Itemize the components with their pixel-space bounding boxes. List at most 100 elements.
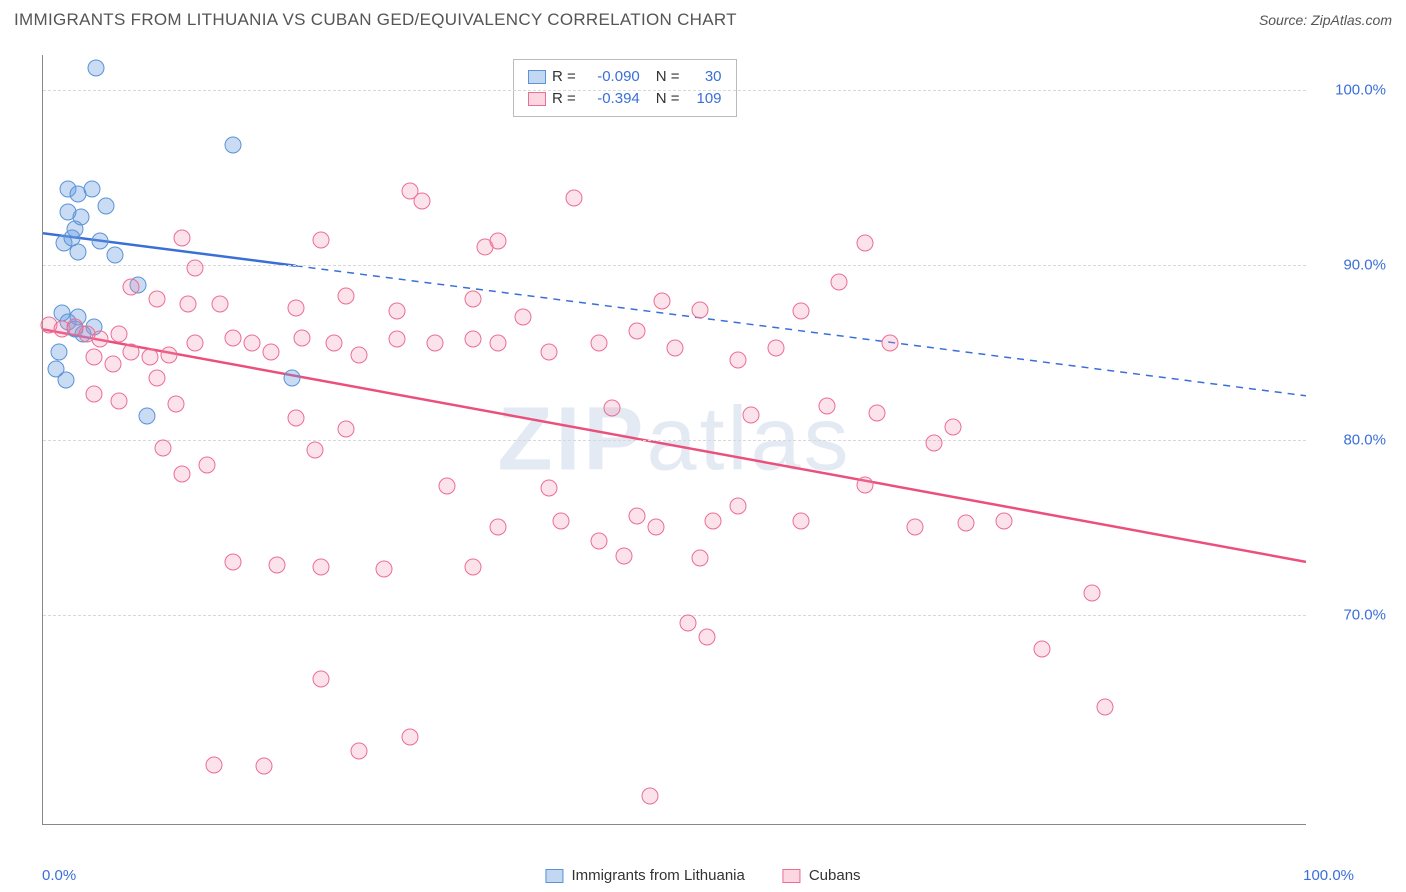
data-point (553, 513, 570, 530)
r-label: R = (552, 88, 576, 110)
data-point (995, 513, 1012, 530)
data-point (376, 560, 393, 577)
data-point (138, 408, 155, 425)
data-point (768, 340, 785, 357)
data-point (856, 235, 873, 252)
data-point (107, 247, 124, 264)
r-value: -0.394 (582, 88, 640, 110)
data-point (388, 303, 405, 320)
legend-swatch-pink (783, 869, 801, 883)
data-point (98, 198, 115, 215)
data-point (123, 278, 140, 295)
source-label: Source: (1259, 12, 1311, 28)
data-point (256, 758, 273, 775)
data-point (84, 180, 101, 197)
y-tick: 90.0% (1343, 257, 1386, 274)
legend-label: Immigrants from Lithuania (571, 867, 744, 884)
data-point (91, 331, 108, 348)
data-point (490, 518, 507, 535)
data-point (174, 229, 191, 246)
data-point (338, 420, 355, 437)
r-value: -0.090 (582, 66, 640, 88)
data-point (426, 334, 443, 351)
data-point (51, 343, 68, 360)
data-point (641, 788, 658, 805)
data-point (881, 334, 898, 351)
data-point (464, 558, 481, 575)
legend-label: Cubans (809, 867, 861, 884)
data-point (793, 513, 810, 530)
data-point (464, 331, 481, 348)
data-point (199, 457, 216, 474)
data-point (243, 334, 260, 351)
series-legend: Immigrants from Lithuania Cubans (545, 867, 860, 884)
data-point (957, 515, 974, 532)
stats-row: R =-0.394N =109 (528, 88, 722, 110)
data-point (351, 347, 368, 364)
data-point (869, 404, 886, 421)
stats-swatch (528, 70, 546, 84)
x-tick-max: 100.0% (1303, 867, 1354, 884)
data-point (325, 334, 342, 351)
n-value: 30 (686, 66, 722, 88)
data-point (907, 518, 924, 535)
data-point (388, 331, 405, 348)
data-point (205, 756, 222, 773)
data-point (1096, 698, 1113, 715)
data-point (667, 340, 684, 357)
data-point (401, 728, 418, 745)
data-point (692, 301, 709, 318)
data-point (490, 233, 507, 250)
chart-title: IMMIGRANTS FROM LITHUANIA VS CUBAN GED/E… (14, 10, 737, 30)
data-point (926, 434, 943, 451)
data-point (338, 287, 355, 304)
data-point (284, 369, 301, 386)
legend-swatch-blue (545, 869, 563, 883)
data-point (591, 532, 608, 549)
data-point (648, 518, 665, 535)
data-point (161, 347, 178, 364)
data-point (730, 497, 747, 514)
data-point (224, 329, 241, 346)
data-point (186, 334, 203, 351)
data-point (85, 385, 102, 402)
data-point (142, 348, 159, 365)
scatter-plot: ZIPatlas R =-0.090N =30R =-0.394N =109 (42, 55, 1306, 825)
data-point (540, 480, 557, 497)
data-point (565, 189, 582, 206)
data-point (155, 439, 172, 456)
data-point (306, 441, 323, 458)
gridline-h (43, 265, 1306, 266)
data-point (287, 299, 304, 316)
legend-item: Immigrants from Lithuania (545, 867, 744, 884)
data-point (268, 557, 285, 574)
data-point (945, 418, 962, 435)
data-point (70, 243, 87, 260)
n-label: N = (656, 66, 680, 88)
data-point (515, 308, 532, 325)
data-point (704, 513, 721, 530)
gridline-h (43, 440, 1306, 441)
data-point (540, 343, 557, 360)
data-point (148, 369, 165, 386)
watermark-bold: ZIP (497, 389, 646, 489)
source-value: ZipAtlas.com (1311, 12, 1392, 28)
data-point (287, 410, 304, 427)
data-point (123, 343, 140, 360)
source-line: Source: ZipAtlas.com (1259, 12, 1392, 28)
data-point (91, 233, 108, 250)
data-point (603, 399, 620, 416)
y-tick: 70.0% (1343, 607, 1386, 624)
data-point (616, 548, 633, 565)
r-label: R = (552, 66, 576, 88)
data-point (110, 392, 127, 409)
gridline-h (43, 90, 1306, 91)
data-point (793, 303, 810, 320)
data-point (313, 231, 330, 248)
data-point (110, 326, 127, 343)
data-point (831, 273, 848, 290)
data-point (104, 355, 121, 372)
y-tick: 80.0% (1343, 432, 1386, 449)
stats-row: R = -0.090 N = 30 (528, 66, 722, 88)
legend-item: Cubans (783, 867, 861, 884)
